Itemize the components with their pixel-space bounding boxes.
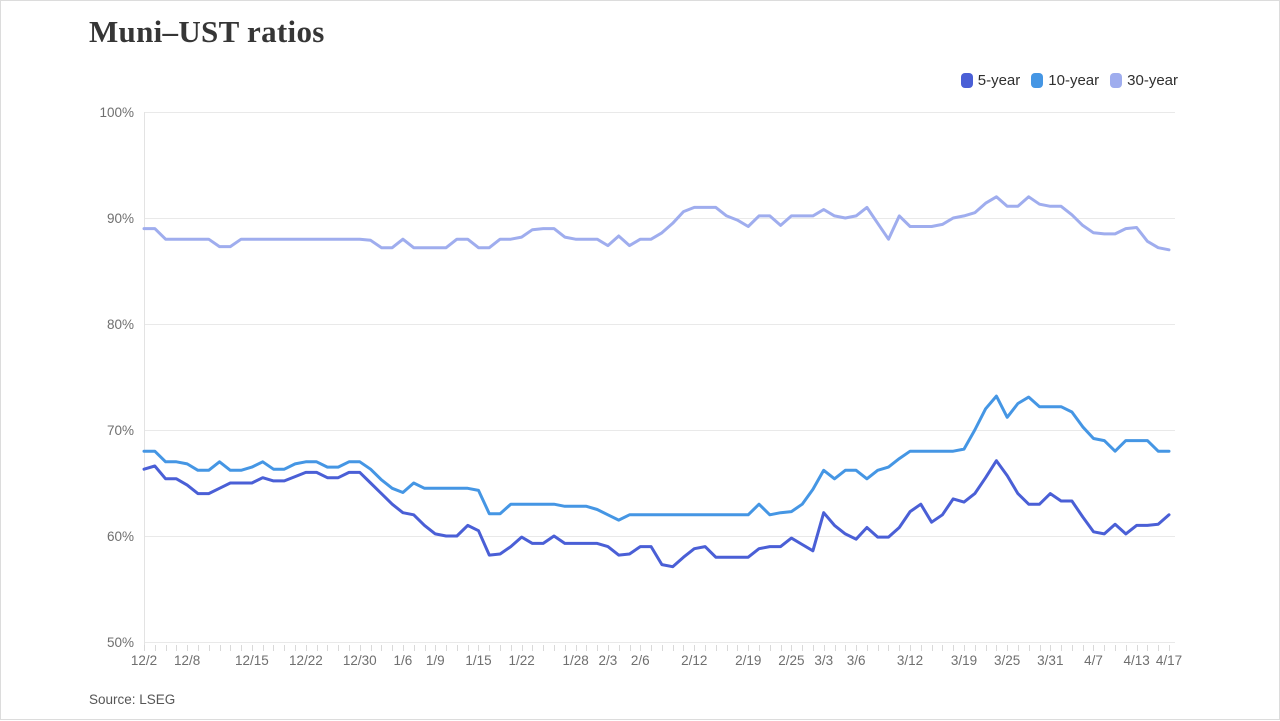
gridlines (144, 112, 1175, 643)
legend-swatch-icon (1031, 73, 1044, 88)
x-tick-label: 12/15 (235, 653, 269, 668)
legend-swatch-icon (960, 73, 973, 88)
series-line-10-year (142, 394, 1171, 522)
y-axis-labels: 50% 60% 70% 80% 90% 100% (99, 105, 134, 650)
y-tick-label: 80% (107, 317, 134, 332)
series-line-30-year (142, 195, 1171, 252)
legend-item-10-year: 10-year (1031, 72, 1099, 89)
x-axis-labels: 12/2 12/8 12/15 12/22 12/30 1/6 1/9 1/15 1/22 1/2… (131, 653, 1182, 668)
x-tick-label: 3/6 (847, 653, 866, 668)
x-tick-label: 12/2 (131, 653, 157, 668)
y-tick-label: 70% (107, 423, 134, 438)
x-tick-label: 4/13 (1123, 653, 1149, 668)
x-tick-label: 2/12 (681, 653, 707, 668)
x-tick-label: 3/19 (951, 653, 977, 668)
x-tick-label: 3/31 (1037, 653, 1063, 668)
x-tick-label: 12/30 (343, 653, 377, 668)
x-tick-label: 1/6 (394, 653, 413, 668)
x-tick-label: 1/9 (426, 653, 445, 668)
x-tick-label: 12/22 (289, 653, 323, 668)
x-tick-label: 2/6 (631, 653, 650, 668)
x-tick-label: 1/15 (465, 653, 491, 668)
x-tick-label: 3/3 (814, 653, 833, 668)
x-tick-label: 2/25 (778, 653, 804, 668)
legend-item-30-year: 30-year (1110, 72, 1178, 89)
x-tick-label: 2/19 (735, 653, 761, 668)
legend-label: 5-year (977, 72, 1021, 89)
legend: 5-year 10-year 30-year (960, 71, 1178, 90)
x-tick-label: 4/17 (1156, 653, 1182, 668)
y-tick-label: 50% (107, 635, 134, 650)
legend-swatch-icon (1110, 73, 1123, 88)
x-tick-label: 3/25 (994, 653, 1020, 668)
source-note: Source: LSEG (89, 692, 176, 707)
y-tick-label: 60% (107, 529, 134, 544)
x-tick-label: 3/12 (897, 653, 923, 668)
legend-item-5-year: 5-year (960, 72, 1021, 89)
legend-label: 30-year (1127, 72, 1178, 89)
x-tick-label: 1/28 (562, 653, 588, 668)
y-tick-label: 90% (107, 211, 134, 226)
y-tick-label: 100% (99, 105, 134, 120)
series-line-5-year (142, 459, 1171, 569)
x-tick-label: 12/8 (174, 653, 200, 668)
x-axis-ticks (144, 645, 1170, 651)
x-tick-label: 1/22 (508, 653, 534, 668)
x-tick-label: 2/3 (599, 653, 618, 668)
chart-title: Muni–UST ratios (89, 14, 325, 49)
legend-label: 10-year (1048, 72, 1100, 89)
x-tick-label: 4/7 (1084, 653, 1103, 668)
